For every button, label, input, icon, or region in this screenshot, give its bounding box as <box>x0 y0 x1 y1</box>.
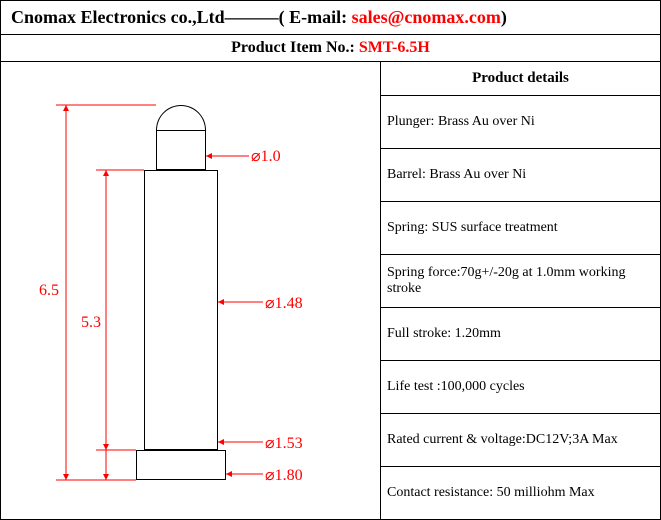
item-row: Product Item No.: SMT-6.5H <box>1 35 660 62</box>
dim-flange-dia: ⌀1.80 <box>265 465 303 485</box>
email[interactable]: sales@cnomax.com <box>352 7 501 27</box>
main-area: 6.5 5.3 ⌀1.0 ⌀1.48 ⌀1.53 ⌀1.80 Product d… <box>1 62 660 519</box>
detail-text: Barrel: Brass Au over Ni <box>387 167 526 183</box>
detail-row: Rated current & voltage:DC12V;3A Max <box>381 414 660 467</box>
detail-text: Spring force:70g+/-20g at 1.0mm working … <box>387 265 654 297</box>
detail-row: Spring: SUS surface treatment <box>381 202 660 255</box>
dim-flange-top-dia: ⌀1.53 <box>265 433 303 453</box>
detail-text: Full stroke: 1.20mm <box>387 326 501 342</box>
detail-row: Life test :100,000 cycles <box>381 361 660 414</box>
detail-text: Life test :100,000 cycles <box>387 379 525 395</box>
company-name: Cnomax Electronics co.,Ltd———( E-mail: <box>11 7 352 27</box>
detail-row: Plunger: Brass Au over Ni <box>381 96 660 149</box>
dim-barrel-height: 5.3 <box>81 314 101 332</box>
dim-tip-dia: ⌀1.0 <box>251 146 281 166</box>
details-title: Product details <box>381 62 660 96</box>
dim-barrel-dia: ⌀1.48 <box>265 293 303 313</box>
detail-row: Spring force:70g+/-20g at 1.0mm working … <box>381 255 660 308</box>
dim-total-height: 6.5 <box>39 282 59 300</box>
item-value: SMT-6.5H <box>359 39 430 56</box>
detail-text: Contact resistance: 50 milliohm Max <box>387 485 595 501</box>
datasheet: Cnomax Electronics co.,Ltd———( E-mail: s… <box>0 0 661 520</box>
detail-row: Full stroke: 1.20mm <box>381 308 660 361</box>
item-label: Product Item No.: <box>231 39 359 56</box>
detail-row: Contact resistance: 50 milliohm Max <box>381 467 660 519</box>
detail-row: Barrel: Brass Au over Ni <box>381 149 660 202</box>
drawing-panel: 6.5 5.3 ⌀1.0 ⌀1.48 ⌀1.53 ⌀1.80 <box>1 62 381 519</box>
header-after: ) <box>501 7 507 27</box>
detail-text: Rated current & voltage:DC12V;3A Max <box>387 432 618 448</box>
header-row: Cnomax Electronics co.,Ltd———( E-mail: s… <box>1 1 660 35</box>
detail-text: Spring: SUS surface treatment <box>387 220 558 236</box>
details-panel: Product details Plunger: Brass Au over N… <box>381 62 660 519</box>
detail-text: Plunger: Brass Au over Ni <box>387 114 535 130</box>
